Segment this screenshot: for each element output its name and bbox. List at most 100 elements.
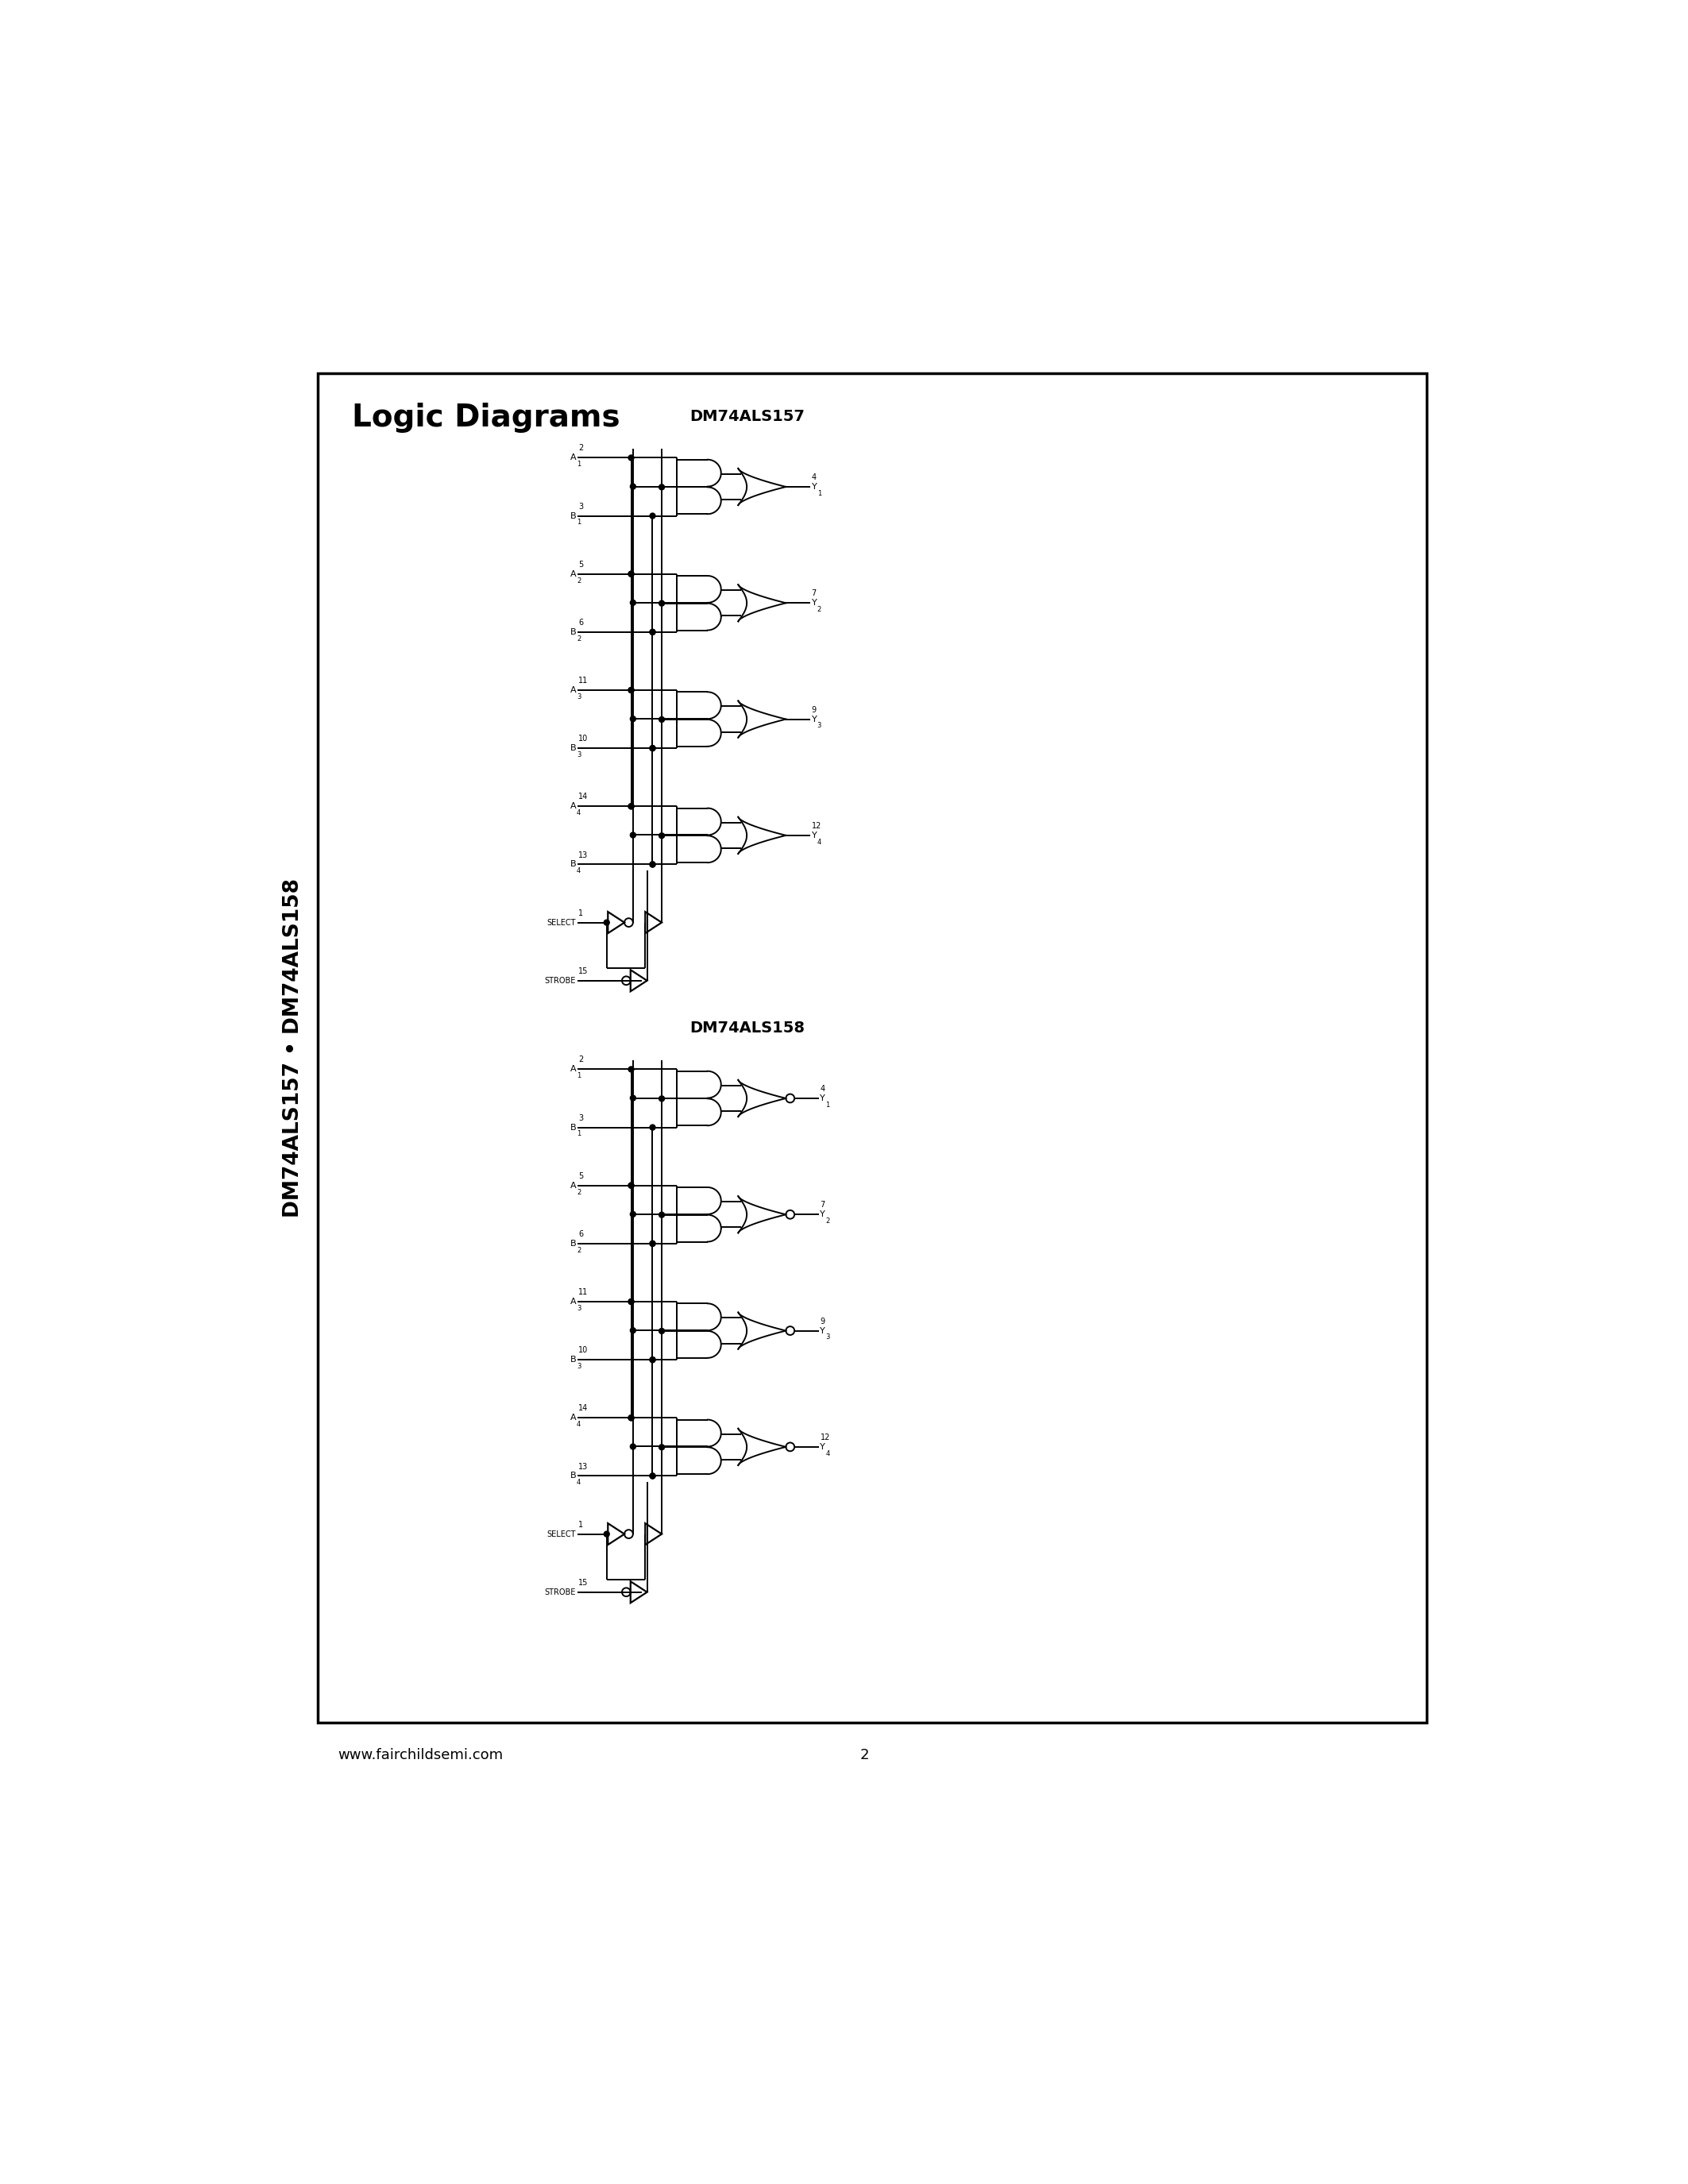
Text: STROBE: STROBE: [545, 1588, 576, 1597]
Circle shape: [628, 572, 635, 577]
Text: A: A: [571, 454, 576, 461]
Text: A: A: [571, 570, 576, 579]
Circle shape: [650, 863, 655, 867]
Text: 2: 2: [577, 1188, 581, 1195]
Text: A: A: [571, 802, 576, 810]
Text: 1: 1: [579, 909, 584, 917]
Text: 2: 2: [577, 636, 581, 642]
Text: 1: 1: [577, 1072, 581, 1079]
Text: 10: 10: [579, 734, 589, 743]
Text: 13: 13: [579, 852, 589, 858]
Circle shape: [658, 485, 665, 489]
Circle shape: [628, 1066, 635, 1072]
Text: 3: 3: [579, 502, 584, 511]
Circle shape: [628, 804, 635, 808]
Circle shape: [658, 601, 665, 607]
Text: A: A: [571, 1413, 576, 1422]
Circle shape: [650, 1356, 655, 1363]
Text: 9: 9: [812, 705, 817, 714]
Text: DM74ALS157 • DM74ALS158: DM74ALS157 • DM74ALS158: [284, 878, 304, 1216]
Text: 12: 12: [812, 821, 822, 830]
Text: B: B: [571, 1123, 576, 1131]
Text: 2: 2: [577, 1247, 581, 1254]
Text: B: B: [571, 511, 576, 520]
Text: 4: 4: [577, 867, 581, 874]
Circle shape: [658, 1444, 665, 1450]
Text: Y: Y: [812, 832, 817, 839]
Text: B: B: [571, 629, 576, 636]
Circle shape: [650, 1241, 655, 1247]
Text: 3: 3: [577, 1304, 581, 1313]
Circle shape: [650, 513, 655, 518]
Text: 3: 3: [577, 751, 581, 758]
Text: B: B: [571, 1472, 576, 1481]
Text: 6: 6: [579, 618, 584, 627]
Text: 1: 1: [825, 1101, 830, 1109]
Circle shape: [628, 1184, 635, 1188]
Text: 1: 1: [577, 1131, 581, 1138]
Text: 4: 4: [577, 1479, 581, 1485]
Text: Y: Y: [820, 1444, 825, 1450]
Text: 4: 4: [812, 474, 817, 480]
Text: 6: 6: [579, 1230, 584, 1238]
Text: 15: 15: [579, 968, 589, 974]
Text: SELECT: SELECT: [547, 1531, 576, 1538]
Text: B: B: [571, 860, 576, 869]
Text: 7: 7: [812, 590, 817, 598]
Circle shape: [630, 601, 636, 605]
Circle shape: [650, 745, 655, 751]
Text: Y: Y: [812, 714, 817, 723]
Text: 1: 1: [577, 461, 581, 467]
Text: 2: 2: [817, 607, 822, 614]
Circle shape: [650, 1241, 655, 1247]
Text: 2: 2: [579, 443, 584, 452]
Text: Y: Y: [820, 1210, 825, 1219]
Circle shape: [630, 1444, 636, 1450]
Text: 1: 1: [579, 1520, 584, 1529]
Circle shape: [650, 629, 655, 636]
Text: B: B: [571, 745, 576, 751]
Text: 10: 10: [579, 1345, 589, 1354]
Text: 2: 2: [579, 1055, 584, 1064]
Text: 2: 2: [825, 1219, 830, 1225]
Circle shape: [658, 1212, 665, 1219]
Text: 4: 4: [577, 1422, 581, 1428]
Circle shape: [650, 863, 655, 867]
Circle shape: [658, 1328, 665, 1334]
Circle shape: [650, 1474, 655, 1479]
Circle shape: [658, 832, 665, 839]
Text: Y: Y: [812, 598, 817, 607]
Circle shape: [628, 454, 635, 461]
Circle shape: [630, 1212, 636, 1216]
Circle shape: [628, 572, 635, 577]
Text: 3: 3: [579, 1114, 584, 1123]
Text: www.fairchildsemi.com: www.fairchildsemi.com: [338, 1747, 503, 1762]
Text: 2: 2: [861, 1747, 869, 1762]
Circle shape: [630, 716, 636, 721]
Circle shape: [628, 1415, 635, 1420]
Text: 15: 15: [579, 1579, 589, 1586]
Text: 3: 3: [825, 1334, 830, 1341]
Text: Y: Y: [812, 483, 817, 491]
Circle shape: [628, 1299, 635, 1304]
Text: 4: 4: [817, 839, 822, 845]
Circle shape: [630, 1328, 636, 1332]
Text: 9: 9: [820, 1317, 825, 1326]
Text: Y: Y: [820, 1094, 825, 1103]
Text: 2: 2: [577, 577, 581, 583]
Circle shape: [650, 1125, 655, 1129]
Text: 14: 14: [579, 793, 589, 802]
Text: Y: Y: [820, 1326, 825, 1334]
Circle shape: [628, 688, 635, 692]
Circle shape: [658, 716, 665, 723]
Circle shape: [630, 832, 636, 839]
Circle shape: [604, 1531, 609, 1538]
Circle shape: [604, 919, 609, 926]
Text: 13: 13: [579, 1463, 589, 1470]
Text: A: A: [571, 1182, 576, 1190]
Circle shape: [628, 1184, 635, 1188]
Text: DM74ALS157: DM74ALS157: [690, 408, 805, 424]
Text: A: A: [571, 1066, 576, 1072]
Text: 11: 11: [579, 1289, 589, 1295]
Text: Logic Diagrams: Logic Diagrams: [351, 402, 619, 432]
